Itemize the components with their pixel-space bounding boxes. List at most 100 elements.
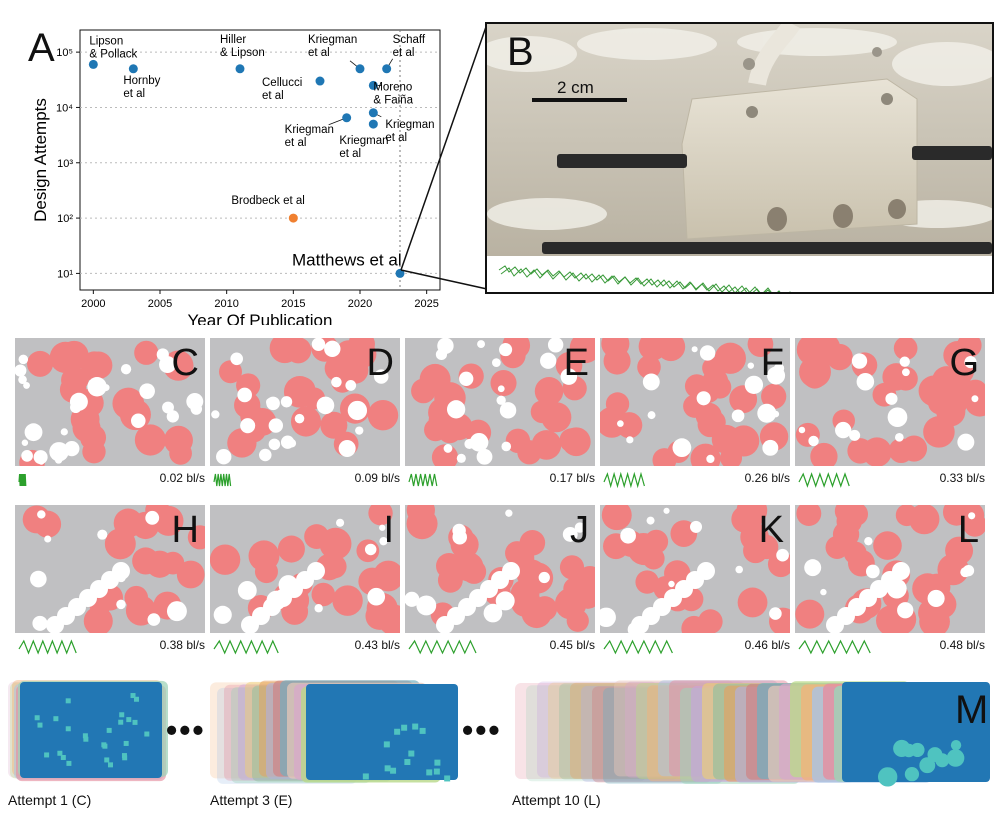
voxel-patch [34, 715, 40, 721]
y-tick-label: 10³ [57, 158, 73, 170]
red-voxel [424, 418, 447, 442]
white-void [804, 559, 822, 577]
white-void [116, 599, 126, 610]
red-voxel [368, 505, 393, 526]
red-voxel [843, 541, 867, 565]
voxel-patch [65, 726, 71, 732]
white-void [237, 387, 252, 403]
red-voxel [796, 505, 822, 526]
white-void [731, 409, 745, 423]
white-void [885, 392, 898, 405]
white-void [897, 602, 914, 619]
red-voxel [153, 505, 184, 536]
speed-label: 0.33 bl/s [939, 471, 985, 485]
data-point [342, 113, 352, 123]
panel-letter-m: M [955, 688, 989, 732]
white-void [294, 413, 305, 424]
white-void [405, 591, 420, 607]
point-label: Kriegman et al [308, 34, 357, 59]
white-void [483, 603, 503, 623]
point-label: Schaff et al [393, 34, 426, 59]
white-void [767, 366, 786, 385]
red-voxel [681, 615, 707, 633]
morphology-drawing [795, 338, 985, 466]
red-voxel [638, 338, 667, 361]
red-voxel [532, 596, 558, 621]
voxel-patch [950, 740, 962, 751]
morphology-drawing [600, 338, 789, 466]
white-void [497, 385, 505, 393]
morphology-tile-e: E [405, 338, 595, 466]
red-voxel [59, 340, 89, 371]
data-point [368, 80, 378, 90]
white-void [97, 529, 108, 540]
gait-trace [18, 639, 77, 655]
voxel-patch [130, 693, 136, 699]
white-void [131, 413, 146, 428]
red-voxel [702, 356, 725, 380]
white-void [495, 591, 515, 611]
white-void [481, 456, 488, 463]
red-voxel [637, 355, 661, 379]
red-voxel [334, 340, 363, 369]
gait-trace [603, 471, 645, 489]
gait-path [408, 639, 477, 655]
red-voxel [320, 411, 348, 439]
speed-label: 0.09 bl/s [354, 471, 400, 485]
voxel-patch [927, 747, 943, 762]
point-label: Hornby et al [123, 75, 160, 100]
white-void [697, 562, 715, 580]
data-point [315, 76, 325, 86]
white-void [147, 613, 161, 626]
gait-trace [408, 639, 477, 655]
x-axis-label: Year Of Publication [188, 311, 333, 325]
morphology-tile-j: J [405, 505, 595, 633]
white-void [501, 441, 512, 452]
panel-letter-b: B [507, 30, 534, 74]
morphology-drawing [405, 505, 595, 633]
white-void [324, 340, 341, 358]
red-voxel [332, 585, 363, 616]
robot-photo: B 2 cm [485, 22, 994, 294]
attempt-label-3: Attempt 3 (E) [210, 792, 293, 808]
voxel-patch [83, 736, 89, 742]
voxel-patch [104, 757, 110, 763]
design-layer [548, 682, 668, 779]
red-voxel [277, 535, 305, 563]
tile-letter: H [171, 509, 199, 551]
red-voxel [728, 425, 760, 457]
voxel-patch [394, 728, 401, 735]
red-voxel [826, 343, 853, 371]
white-void [69, 392, 88, 411]
red-voxel [559, 555, 585, 580]
red-voxel [290, 406, 322, 437]
white-void [776, 548, 789, 562]
white-void [64, 440, 80, 457]
data-point [128, 64, 138, 74]
white-void [560, 368, 578, 385]
voxel-patch [144, 731, 150, 737]
white-void [747, 362, 755, 369]
white-void [21, 439, 29, 446]
red-voxel [629, 535, 659, 566]
point-label: Kriegman et al [339, 135, 388, 160]
white-void [211, 410, 220, 419]
design-layer [515, 682, 635, 779]
white-void [927, 589, 945, 607]
white-void [268, 438, 281, 451]
tile-letter: C [171, 342, 199, 384]
white-void [646, 516, 655, 525]
red-voxel [652, 448, 677, 466]
voxel-patch [444, 775, 451, 782]
final-design-attempt-3 [306, 684, 458, 780]
white-void [699, 345, 716, 361]
white-void [663, 507, 670, 514]
white-void [307, 562, 325, 580]
tile-letter: I [383, 509, 394, 551]
ellipsis-2: ••• [462, 712, 502, 748]
voxel-patch [904, 767, 920, 782]
white-void [18, 354, 29, 365]
scale-bar-label: 2 cm [557, 78, 594, 97]
red-voxel [862, 437, 892, 466]
